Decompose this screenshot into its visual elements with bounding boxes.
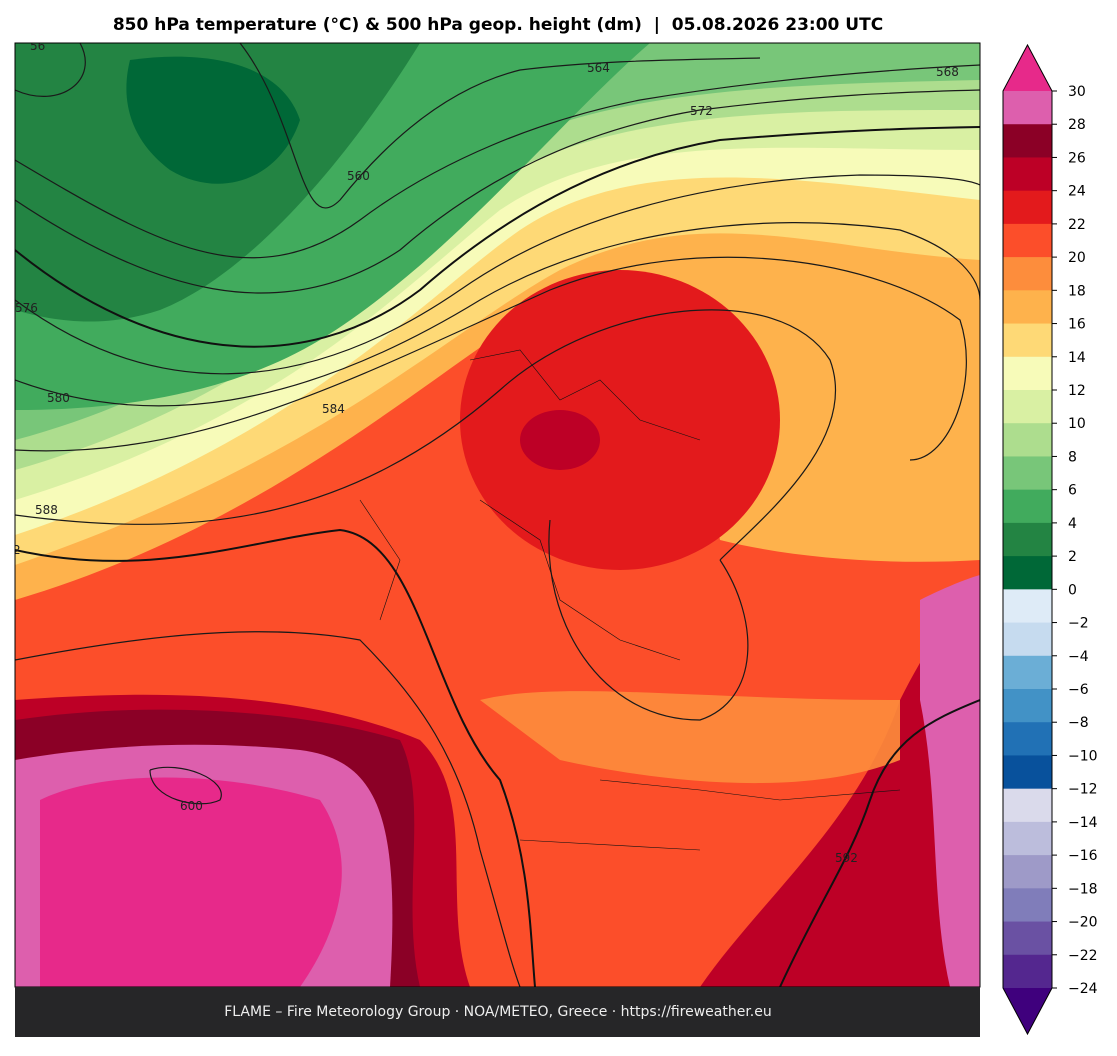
colorbar-tick-label: 30 <box>1068 84 1086 100</box>
colorbar-tick-label: −4 <box>1068 649 1089 665</box>
colorbar-tick-label: 8 <box>1068 449 1077 465</box>
colorbar-tick-label: 24 <box>1068 184 1086 200</box>
colorbar-tick-label: 0 <box>1068 582 1077 598</box>
footer-bar <box>15 987 980 1037</box>
colorbar-tick-label: 6 <box>1068 483 1077 499</box>
colorbar-bin <box>1003 257 1052 291</box>
colorbar-bin <box>1003 589 1052 624</box>
colorbar-bin <box>1003 821 1052 856</box>
colorbar-bin <box>1003 190 1052 225</box>
colorbar-tick-label: 10 <box>1068 416 1086 432</box>
contour-label: 568 <box>936 65 959 79</box>
colorbar-tick-label: 18 <box>1068 283 1086 299</box>
colorbar-tick-label: 4 <box>1068 516 1077 532</box>
colorbar-bin <box>1003 954 1052 989</box>
contour-label: 2 <box>13 543 21 557</box>
colorbar-bin <box>1003 356 1052 391</box>
colorbar-tick-label: −20 <box>1068 915 1098 931</box>
colorbar-bin <box>1003 855 1052 889</box>
colorbar-tick-label: −24 <box>1068 981 1098 997</box>
colorbar-bin <box>1003 423 1052 457</box>
colorbar-tick-label: −22 <box>1068 948 1098 964</box>
colorbar-bin <box>1003 788 1052 823</box>
title: 850 hPa temperature (°C) & 500 hPa geop.… <box>113 15 883 35</box>
colorbar-bin <box>1003 556 1052 590</box>
colorbar-tick-label: 2 <box>1068 549 1077 565</box>
colorbar-bin <box>1003 722 1052 756</box>
colorbar-tick-label: −8 <box>1068 715 1089 731</box>
colorbar-bin <box>1003 390 1052 424</box>
colorbar-bin <box>1003 655 1052 690</box>
colorbar-over <box>1003 45 1052 91</box>
colorbar-tick-label: −6 <box>1068 682 1089 698</box>
colorbar-bin <box>1003 124 1052 158</box>
colorbar-bin <box>1003 91 1052 125</box>
contour-label: 600 <box>180 799 203 813</box>
colorbar-bin <box>1003 689 1052 723</box>
contour-label: 572 <box>690 104 713 118</box>
contour-label: 576 <box>15 301 38 315</box>
contour-label: 564 <box>587 61 610 75</box>
contour-label: 560 <box>347 169 370 183</box>
contour-label: 580 <box>47 391 70 405</box>
colorbar-bin <box>1003 157 1052 192</box>
colorbar-bin <box>1003 921 1052 956</box>
colorbar: 302826242220181614121086420−2−4−6−8−10−1… <box>1002 43 1098 1036</box>
footer-text: FLAME – Fire Meteorology Group · NOA/MET… <box>224 1004 772 1020</box>
colorbar-tick-label: 26 <box>1068 150 1086 166</box>
colorbar-tick-label: −2 <box>1068 616 1089 632</box>
colorbar-tick-label: −16 <box>1068 848 1098 864</box>
colorbar-bin <box>1003 223 1052 258</box>
colorbar-tick-label: −18 <box>1068 881 1098 897</box>
colorbar-bin <box>1003 323 1052 358</box>
colorbar-tick-label: 28 <box>1068 117 1086 133</box>
colorbar-tick-label: −10 <box>1068 748 1098 764</box>
colorbar-bin <box>1003 290 1052 325</box>
colorbar-bin <box>1003 456 1052 491</box>
colorbar-tick-label: 20 <box>1068 250 1086 266</box>
colorbar-bin <box>1003 522 1052 557</box>
contour-label: 584 <box>322 402 345 416</box>
colorbar-tick-label: 16 <box>1068 317 1086 333</box>
contour-label: 56 <box>30 39 45 53</box>
contour-label: 588 <box>35 503 58 517</box>
colorbar-bin <box>1003 755 1052 790</box>
contour-label: 592 <box>835 851 858 865</box>
map: 56 564 568 572 560 576 580 584 588 2 600… <box>13 39 980 987</box>
colorbar-under <box>1003 988 1052 1034</box>
colorbar-tick-label: −14 <box>1068 815 1098 831</box>
colorbar-tick-label: 14 <box>1068 350 1086 366</box>
colorbar-bin <box>1003 888 1052 923</box>
colorbar-tick-label: 12 <box>1068 383 1086 399</box>
colorbar-tick-label: 22 <box>1068 217 1086 233</box>
colorbar-bin <box>1003 622 1052 657</box>
colorbar-bin <box>1003 489 1052 524</box>
colorbar-tick-label: −12 <box>1068 782 1098 798</box>
